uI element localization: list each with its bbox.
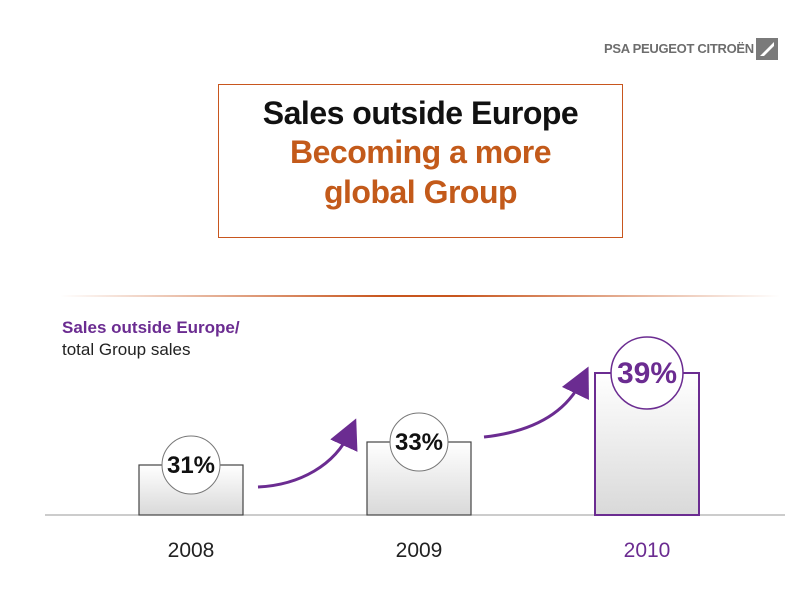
value-label-2008: 31% [167, 452, 215, 479]
subtitle-line-1: Sales outside Europe/ [62, 318, 240, 337]
title-line-3: global Group [323, 174, 518, 210]
value-label-2009: 33% [395, 429, 443, 456]
category-label-2010: 2010 [624, 539, 671, 562]
value-badge-2009 [389, 412, 449, 472]
chart-subtitle: Sales outside Europe/ total Group sales [62, 317, 240, 361]
subtitle-line-2: total Group sales [62, 340, 191, 359]
logo-emblem-icon [756, 38, 778, 60]
title-box: Sales outside Europe Becoming a more glo… [218, 84, 623, 238]
company-logo: PSA PEUGEOT CITROËN [604, 38, 782, 62]
value-badge-2008 [161, 435, 221, 495]
section-divider [60, 295, 780, 297]
title-line-2: Becoming a more [289, 134, 552, 170]
title-line-1: Sales outside Europe [262, 95, 579, 131]
logo-text: PSA PEUGEOT CITROËN [604, 41, 754, 56]
value-badge-2010 [610, 336, 684, 410]
category-label-2008: 2008 [168, 539, 215, 562]
value-label-2010: 39% [617, 357, 677, 390]
category-label-2009: 2009 [396, 539, 443, 562]
growth-arrow-2 [483, 366, 589, 439]
growth-arrow-1 [257, 418, 358, 489]
